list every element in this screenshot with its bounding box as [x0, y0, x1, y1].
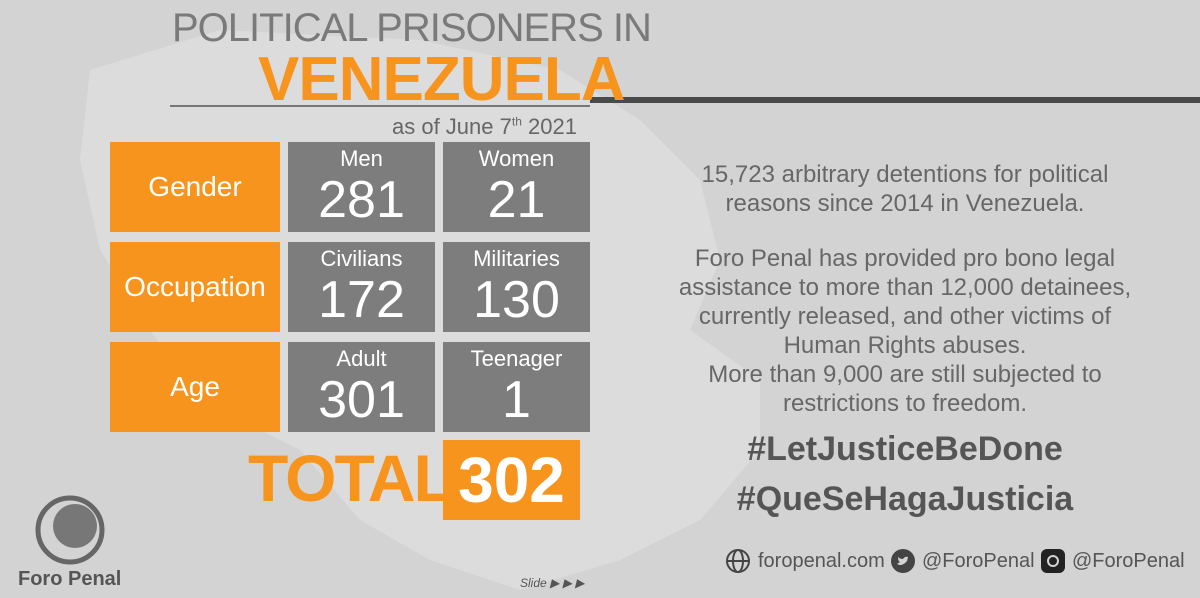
instagram-icon: [1041, 549, 1065, 573]
cell-value: 172: [318, 271, 405, 329]
paragraph: Foro Penal has provided pro bono legal as…: [610, 244, 1200, 418]
text-line: restrictions to freedom.: [782, 390, 1028, 417]
cell-label: Adult: [336, 346, 387, 371]
cell: Women 21: [443, 142, 590, 232]
cell-value: 281: [318, 171, 405, 229]
row-label: Age: [110, 342, 280, 432]
date: as of June 7th 2021: [392, 114, 577, 140]
cell: Civilians 172: [288, 242, 435, 332]
row-label: Gender: [110, 142, 280, 232]
globe-icon: [726, 549, 750, 573]
cell-value: 1: [502, 371, 531, 429]
cell-label: Teenager: [470, 346, 563, 371]
title-line2: VENEZUELA: [258, 45, 625, 114]
cell-value: 301: [318, 371, 405, 429]
cell-label: Women: [478, 146, 555, 171]
slide-indicator: Slide ▶ ▶ ▶: [520, 576, 585, 590]
brand: Foro Penal: [18, 568, 122, 590]
twitter-icon: [891, 549, 915, 573]
text-line: reasons since 2014 in Venezuela.: [725, 190, 1085, 217]
instagram[interactable]: @ForoPenal: [1072, 550, 1185, 572]
text-line: Human Rights abuses.: [783, 332, 1027, 359]
twitter[interactable]: @ForoPenal: [922, 550, 1035, 572]
total-value: 302: [443, 440, 580, 520]
cell-label: Civilians: [320, 246, 403, 271]
cell: Men 281: [288, 142, 435, 232]
total-label: TOTAL: [248, 441, 454, 515]
text-line: More than 9,000 are still subjected to: [708, 361, 1102, 388]
slide-label: Slide: [520, 576, 547, 590]
cell-label: Militaries: [473, 246, 560, 271]
logo: [35, 495, 105, 565]
website[interactable]: foropenal.com: [758, 550, 885, 572]
cell-value: 130: [473, 271, 560, 329]
text-line: Foro Penal has provided pro bono legal: [694, 245, 1116, 272]
text-line: assistance to more than 12,000 detainees…: [678, 274, 1132, 301]
date-suffix: th: [511, 114, 522, 129]
title-line1: POLITICAL PRISONERS IN: [172, 6, 652, 50]
cell: Teenager 1: [443, 342, 590, 432]
hashtag: #QueSeHagaJusticia: [736, 480, 1074, 518]
cell-value: 21: [487, 171, 546, 229]
hashtag: #LetJusticeBeDone: [747, 430, 1063, 468]
text-line: currently released, and other victims of: [698, 303, 1112, 330]
cell: Adult 301: [288, 342, 435, 432]
date-prefix: as of June 7: [392, 114, 512, 139]
cell-label: Men: [340, 146, 383, 171]
cell: Militaries 130: [443, 242, 590, 332]
date-year: 2021: [528, 114, 577, 139]
paragraph: 15,723 arbitrary detentions for politica…: [610, 160, 1200, 218]
text-line: 15,723 arbitrary detentions for politica…: [701, 161, 1109, 188]
row-label: Occupation: [110, 242, 280, 332]
